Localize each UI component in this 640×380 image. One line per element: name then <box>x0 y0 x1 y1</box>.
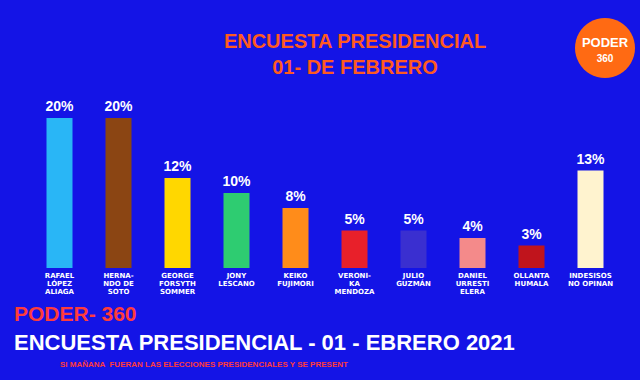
svg-text:LÓPEZ: LÓPEZ <box>47 279 72 288</box>
svg-text:HUMALA: HUMALA <box>515 280 549 288</box>
svg-text:20%: 20% <box>45 98 74 114</box>
svg-text:LESCANO: LESCANO <box>218 280 255 288</box>
svg-text:PODER- 360: PODER- 360 <box>14 302 137 325</box>
svg-text:ENCUESTA PRESIDENCIAL: ENCUESTA PRESIDENCIAL <box>224 30 486 52</box>
svg-text:5%: 5% <box>344 211 365 227</box>
svg-text:FUJIMORI: FUJIMORI <box>277 280 314 288</box>
svg-text:360: 360 <box>597 53 614 64</box>
svg-text:URRESTI: URRESTI <box>456 280 490 288</box>
svg-text:JONY: JONY <box>226 272 247 280</box>
svg-text:SI MAÑANA FUERAN LAS ELECCION: SI MAÑANA FUERAN LAS ELECCIONES PRESIDEN… <box>60 360 348 369</box>
svg-text:10%: 10% <box>222 173 251 189</box>
svg-text:20%: 20% <box>104 98 133 114</box>
svg-text:SOMMER: SOMMER <box>160 288 196 296</box>
svg-text:KA: KA <box>349 280 360 288</box>
svg-text:FORSYTH: FORSYTH <box>159 280 196 288</box>
svg-text:DANIEL: DANIEL <box>458 272 487 280</box>
svg-text:GUZMÁN: GUZMÁN <box>396 279 431 288</box>
svg-text:PODER: PODER <box>582 35 629 50</box>
svg-text:HERNA-: HERNA- <box>103 272 133 280</box>
svg-text:RAFAEL: RAFAEL <box>45 272 75 280</box>
svg-text:INDESISOS: INDESISOS <box>569 272 612 280</box>
svg-text:ALIAGA: ALIAGA <box>45 288 75 296</box>
svg-text:8%: 8% <box>285 188 306 204</box>
svg-text:NO OPINAN: NO OPINAN <box>568 280 613 288</box>
svg-text:KEIKO: KEIKO <box>284 272 308 280</box>
svg-text:GEORGE: GEORGE <box>161 272 194 280</box>
svg-text:4%: 4% <box>462 218 483 234</box>
svg-text:SOTO: SOTO <box>108 288 130 296</box>
svg-text:01- DE FEBRERO: 01- DE FEBRERO <box>272 56 438 78</box>
svg-text:12%: 12% <box>163 158 192 174</box>
svg-text:ENCUESTA PRESIDENCIAL - 01 - E: ENCUESTA PRESIDENCIAL - 01 - EBRERO 2021 <box>14 330 515 355</box>
svg-text:5%: 5% <box>403 211 424 227</box>
svg-text:JULIO: JULIO <box>402 272 424 280</box>
svg-text:NDO DE: NDO DE <box>103 280 134 288</box>
svg-text:VERONI-: VERONI- <box>338 272 371 280</box>
svg-text:ELERA: ELERA <box>460 288 485 296</box>
svg-text:13%: 13% <box>576 151 605 167</box>
svg-text:MENDOZA: MENDOZA <box>335 288 375 296</box>
svg-text:OLLANTA: OLLANTA <box>514 272 550 280</box>
svg-text:3%: 3% <box>521 226 542 242</box>
